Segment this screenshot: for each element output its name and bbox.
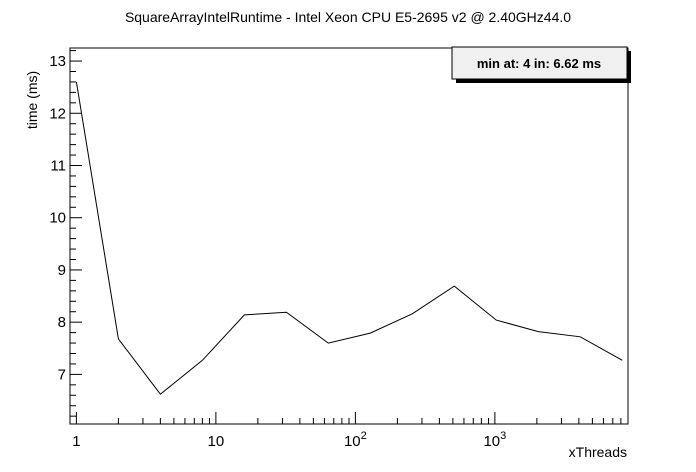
y-axis-label: time (ms): [24, 71, 40, 129]
x-tick-label: 1: [72, 433, 80, 450]
chart-title: SquareArrayIntelRuntime - Intel Xeon CPU…: [125, 9, 571, 25]
y-tick-label: 13: [49, 53, 66, 70]
x-tick-label: 102: [344, 430, 367, 450]
y-tick-label: 12: [49, 105, 66, 122]
x-axis-label: xThreads: [569, 444, 627, 460]
series-group: [75, 81, 623, 395]
x-tick-label: 103: [483, 430, 506, 450]
min-annotation-box: min at: 4 in: 6.62 ms: [451, 46, 631, 83]
y-axis: 7 8 9 10 11 12 13: [49, 50, 82, 417]
annotation-background: [451, 46, 628, 80]
x-tick-label: 10: [208, 433, 225, 450]
annotation-text: min at: 4 in: 6.62 ms: [477, 56, 601, 71]
y-tick-label: 11: [50, 158, 66, 175]
series-line: [75, 81, 623, 395]
plot-frame: [69, 47, 629, 425]
y-tick-label: 9: [58, 262, 66, 279]
y-tick-label: 7: [58, 366, 66, 383]
y-tick-label: 8: [58, 314, 66, 331]
y-tick-label: 10: [49, 210, 66, 227]
x-axis: 1 10 102 103: [69, 412, 629, 450]
